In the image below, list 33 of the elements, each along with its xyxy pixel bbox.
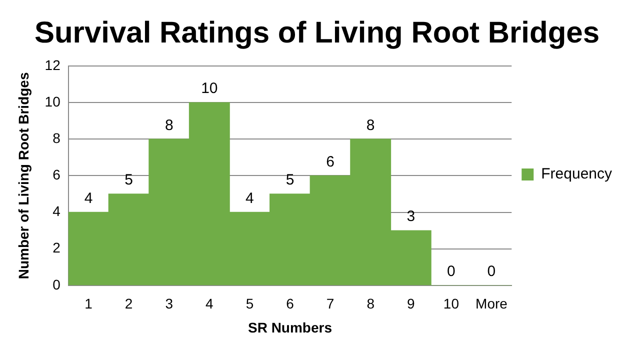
x-tick-label: 10 — [443, 296, 460, 312]
y-tick-label: 0 — [52, 276, 61, 292]
data-label: 8 — [164, 116, 174, 134]
data-label: 0 — [447, 263, 456, 280]
x-tick-label: 7 — [326, 296, 334, 312]
x-tick-label: 1 — [84, 296, 93, 312]
x-tick-label: 6 — [286, 296, 294, 312]
y-tick-label: 6 — [52, 166, 61, 183]
x-tick-label: 8 — [366, 296, 375, 312]
data-label: 3 — [406, 208, 416, 226]
x-tick-label: 4 — [206, 296, 214, 312]
legend-label: Frequency — [541, 166, 612, 183]
data-label: 5 — [124, 172, 133, 189]
y-tick-label: 10 — [44, 93, 61, 110]
x-tick-label: 5 — [246, 296, 254, 312]
y-tick-label: 4 — [52, 203, 61, 220]
x-tick-label: 2 — [124, 296, 133, 312]
x-tick-label: 3 — [165, 296, 174, 312]
data-label: 10 — [201, 80, 218, 98]
data-label: 6 — [326, 153, 334, 170]
y-axis-title: Number of Living Root Bridges — [15, 72, 32, 280]
data-label: 8 — [366, 116, 375, 134]
y-tick-label: 8 — [52, 130, 61, 146]
chart-title: Survival Ratings of Living Root Bridges — [34, 16, 600, 50]
data-label: 4 — [84, 190, 93, 207]
data-label: 4 — [246, 190, 254, 207]
data-label: 5 — [286, 172, 294, 189]
y-tick-label: 2 — [52, 240, 61, 256]
x-tick-label: 9 — [406, 296, 415, 312]
x-tick-label: More — [476, 296, 508, 312]
y-tick-label: 12 — [44, 56, 61, 73]
x-axis-title: SR Numbers — [248, 319, 332, 336]
data-label: 0 — [487, 263, 496, 280]
